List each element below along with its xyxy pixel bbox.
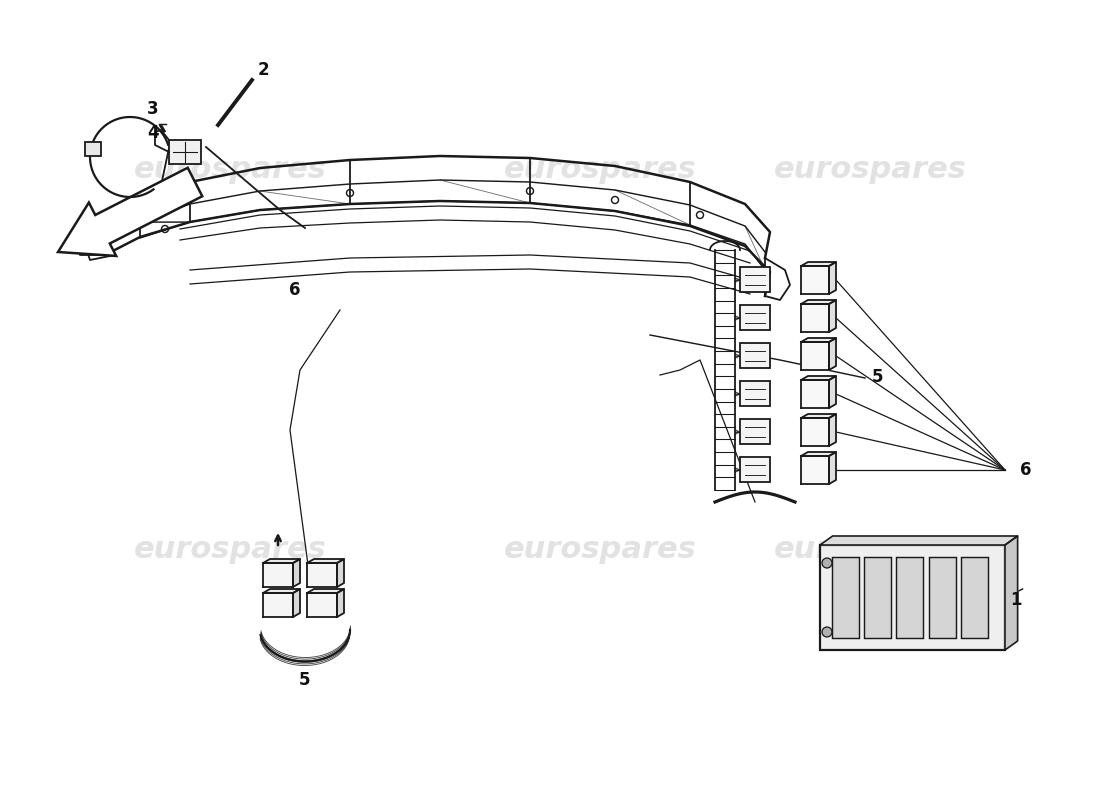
Polygon shape — [801, 452, 836, 456]
Text: 3: 3 — [147, 100, 158, 118]
Polygon shape — [293, 559, 300, 587]
Polygon shape — [829, 376, 836, 408]
Text: 5: 5 — [299, 671, 310, 689]
Text: 6: 6 — [289, 281, 300, 299]
FancyBboxPatch shape — [169, 140, 201, 164]
FancyBboxPatch shape — [740, 457, 770, 482]
Polygon shape — [801, 304, 829, 332]
Polygon shape — [829, 452, 836, 484]
Text: eurospares: eurospares — [773, 535, 967, 565]
Text: 2: 2 — [258, 61, 270, 79]
Text: eurospares: eurospares — [504, 535, 696, 565]
Polygon shape — [801, 300, 836, 304]
FancyBboxPatch shape — [740, 343, 770, 368]
Polygon shape — [801, 418, 829, 446]
Polygon shape — [829, 338, 836, 370]
Text: 4: 4 — [147, 124, 158, 142]
Polygon shape — [801, 338, 836, 342]
Circle shape — [822, 558, 832, 568]
Text: eurospares: eurospares — [133, 535, 327, 565]
Polygon shape — [801, 266, 829, 294]
Polygon shape — [307, 593, 337, 617]
Polygon shape — [58, 168, 202, 256]
Circle shape — [822, 627, 832, 637]
Polygon shape — [307, 589, 344, 593]
Polygon shape — [801, 380, 829, 408]
FancyBboxPatch shape — [820, 545, 1005, 650]
FancyBboxPatch shape — [740, 305, 770, 330]
Polygon shape — [293, 589, 300, 617]
Polygon shape — [263, 589, 300, 593]
Polygon shape — [801, 342, 829, 370]
FancyBboxPatch shape — [865, 557, 891, 638]
Polygon shape — [263, 559, 300, 563]
Polygon shape — [801, 456, 829, 484]
Polygon shape — [801, 414, 836, 418]
Polygon shape — [829, 300, 836, 332]
Polygon shape — [1005, 536, 1018, 650]
Polygon shape — [337, 589, 344, 617]
FancyBboxPatch shape — [832, 557, 859, 638]
FancyBboxPatch shape — [740, 381, 770, 406]
FancyBboxPatch shape — [740, 419, 770, 444]
Text: 6: 6 — [1020, 461, 1032, 479]
Polygon shape — [263, 593, 293, 617]
Polygon shape — [337, 559, 344, 587]
Text: eurospares: eurospares — [504, 155, 696, 185]
FancyBboxPatch shape — [928, 557, 956, 638]
Text: 5: 5 — [872, 368, 883, 386]
FancyBboxPatch shape — [85, 142, 101, 156]
FancyBboxPatch shape — [960, 557, 988, 638]
Text: eurospares: eurospares — [133, 155, 327, 185]
Polygon shape — [801, 262, 836, 266]
Polygon shape — [263, 563, 293, 587]
FancyBboxPatch shape — [740, 267, 770, 292]
Polygon shape — [820, 536, 1018, 545]
Polygon shape — [307, 559, 344, 563]
FancyBboxPatch shape — [896, 557, 923, 638]
Text: eurospares: eurospares — [773, 155, 967, 185]
Polygon shape — [801, 376, 836, 380]
Polygon shape — [829, 262, 836, 294]
Polygon shape — [829, 414, 836, 446]
Polygon shape — [307, 563, 337, 587]
Text: 1: 1 — [1010, 591, 1022, 609]
